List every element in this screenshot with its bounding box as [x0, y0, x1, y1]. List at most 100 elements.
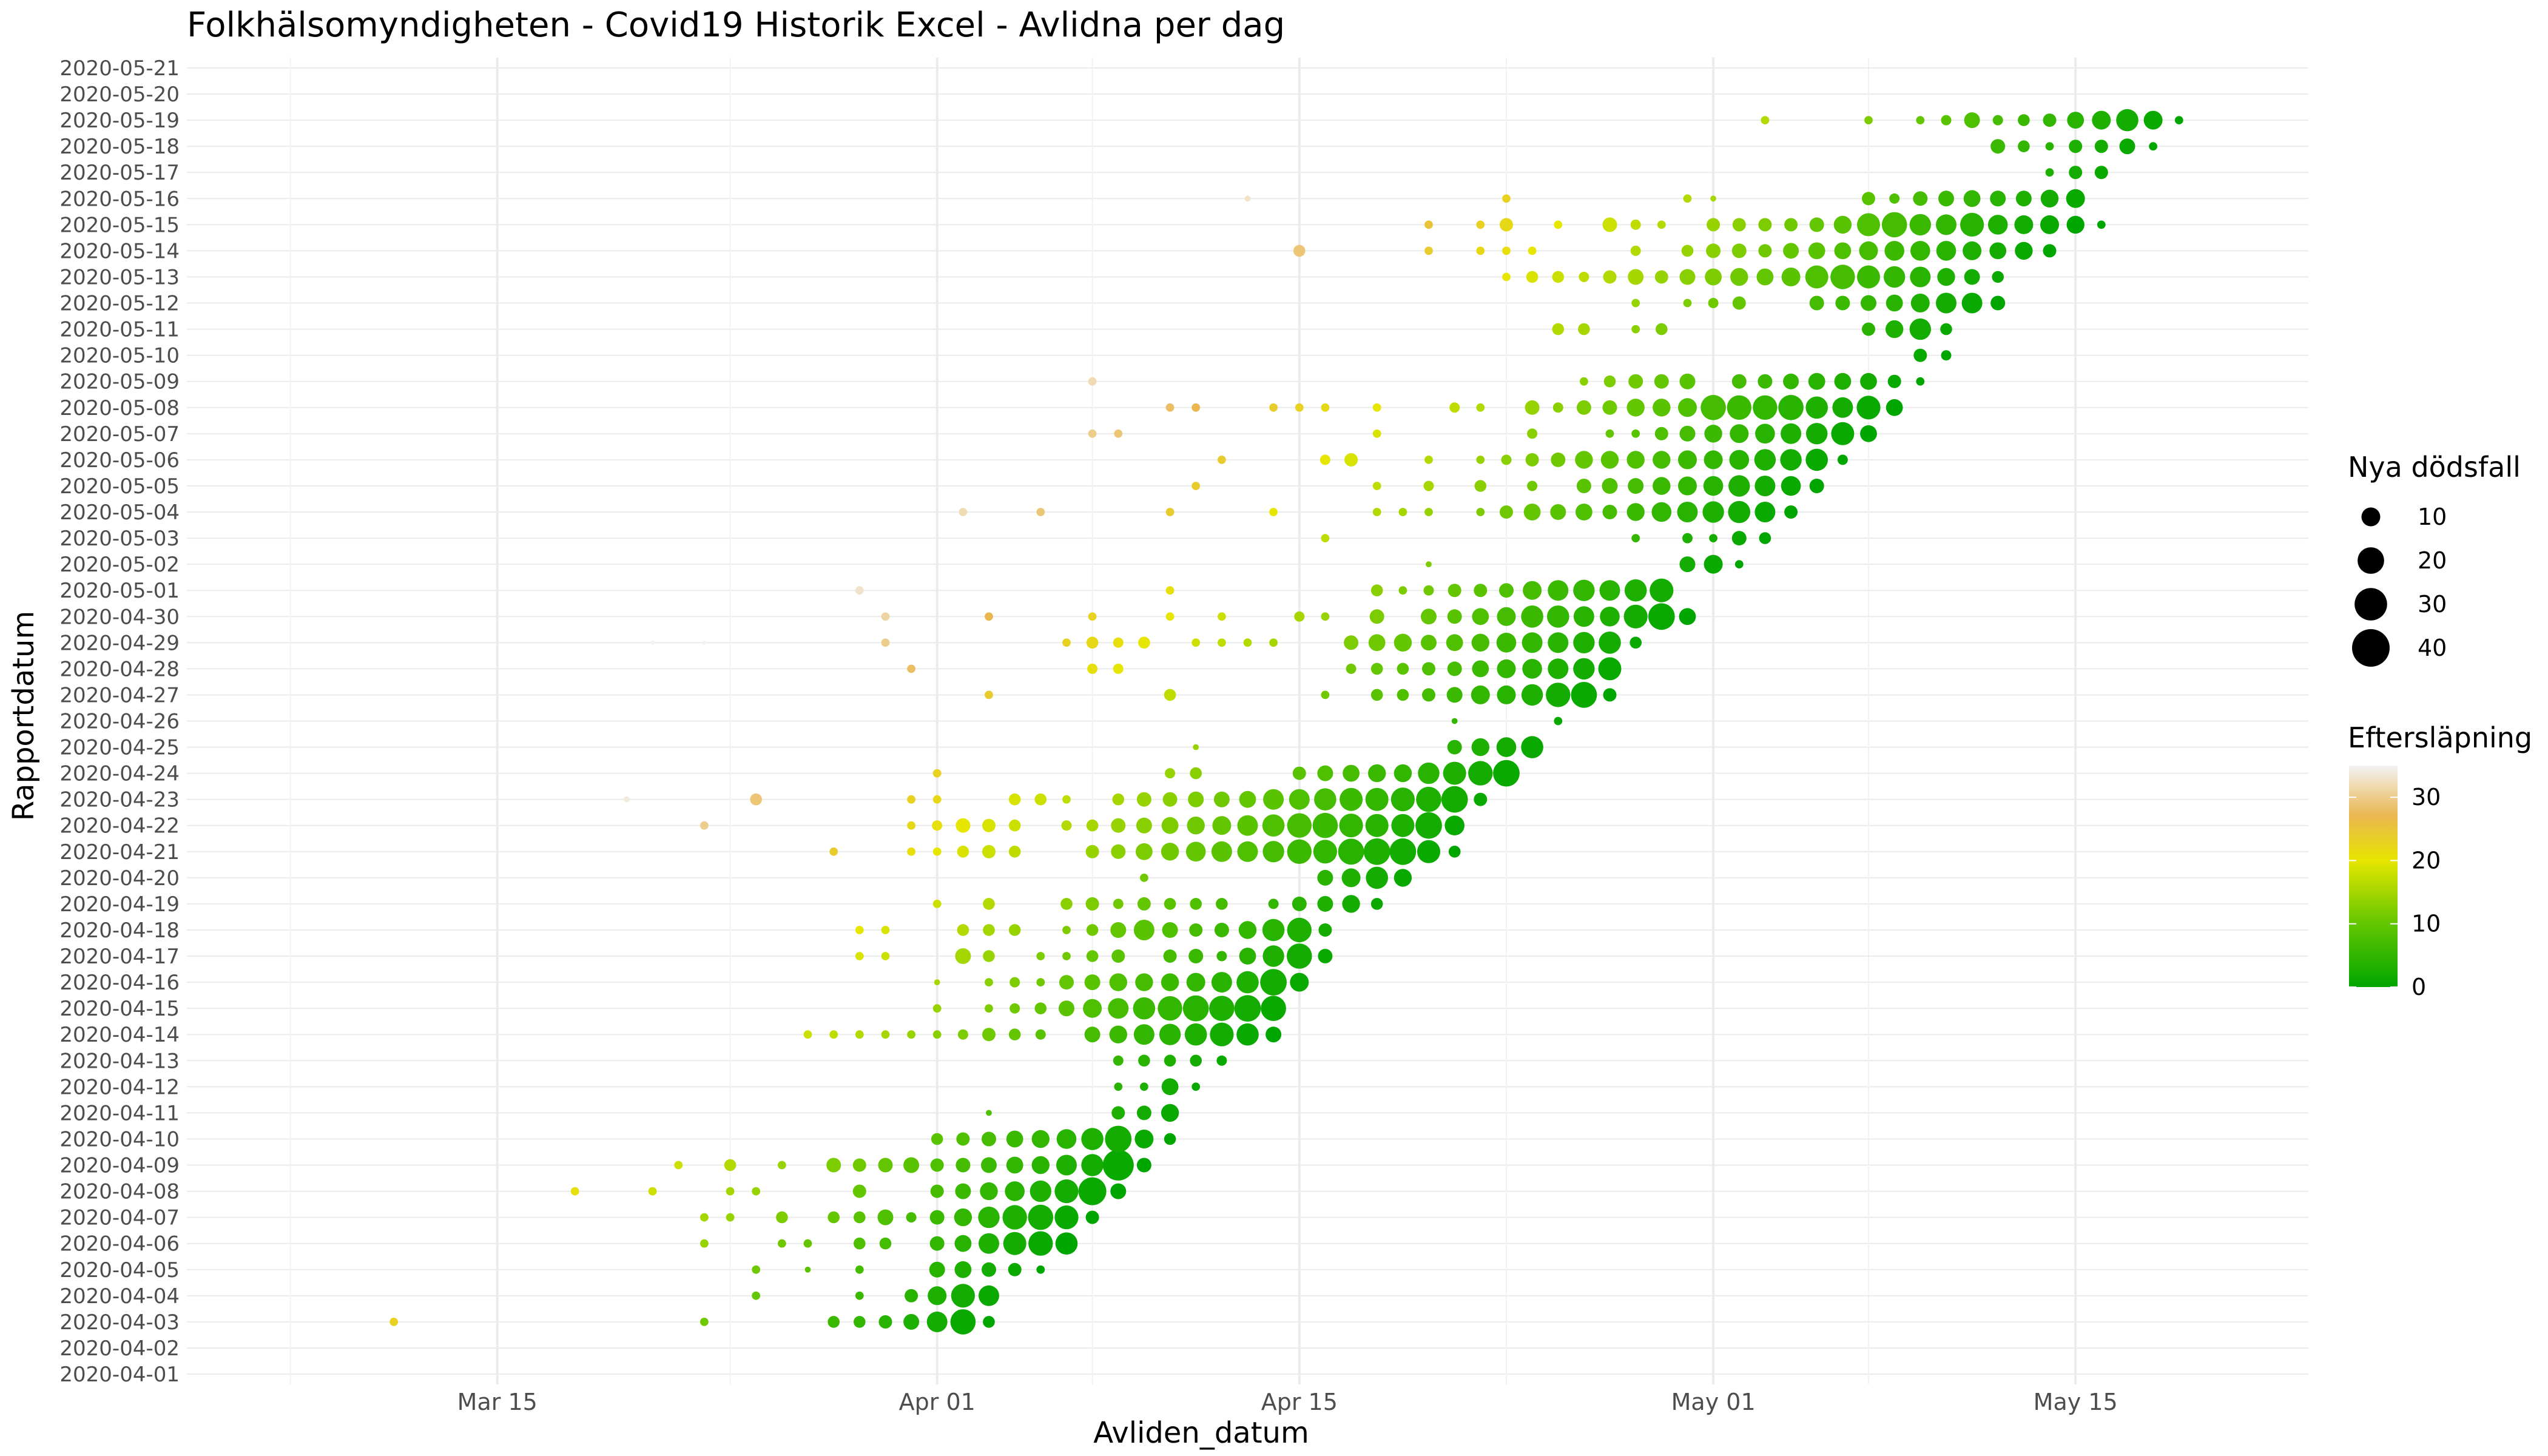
data-point: [1134, 1130, 1154, 1148]
data-point: [1417, 840, 1440, 863]
chart-title: Folkhälsomyndigheten - Covid19 Historik …: [187, 5, 1285, 45]
data-point: [855, 926, 864, 934]
data-point: [1161, 843, 1179, 861]
data-point: [1054, 1205, 1079, 1230]
data-point: [1830, 265, 1855, 289]
data-point: [881, 612, 890, 621]
data-point: [1573, 632, 1595, 654]
data-point: [1731, 531, 1747, 546]
data-point: [1344, 635, 1359, 650]
data-point: [803, 1239, 812, 1248]
data-point: [1626, 451, 1645, 469]
data-point: [2143, 110, 2163, 130]
data-point: [1546, 682, 1571, 707]
data-point: [1472, 660, 1489, 678]
data-point: [1263, 789, 1284, 810]
data-point: [1528, 246, 1537, 255]
data-point: [1135, 973, 1153, 991]
data-point: [1269, 508, 1278, 516]
data-point: [2066, 215, 2085, 234]
data-point: [1318, 923, 1332, 937]
data-point: [1707, 218, 1721, 232]
data-point: [1370, 662, 1383, 675]
data-point: [1521, 684, 1543, 706]
data-point: [700, 821, 709, 830]
data-point: [930, 1158, 944, 1172]
data-point: [1554, 716, 1563, 726]
data-point: [1576, 479, 1591, 493]
data-point: [1678, 476, 1697, 496]
data-point: [1191, 482, 1201, 490]
data-point: [1576, 504, 1592, 521]
size-legend-dot: [2358, 547, 2384, 574]
y-tick-label: 2020-04-02: [59, 1336, 180, 1361]
data-point: [1161, 1078, 1179, 1096]
data-point: [1262, 814, 1285, 837]
data-point: [1759, 532, 1771, 544]
data-point: [986, 1110, 992, 1116]
data-point: [1552, 323, 1565, 335]
data-point: [982, 844, 996, 858]
data-point: [1036, 508, 1045, 516]
data-point: [903, 1157, 920, 1173]
data-point: [1062, 926, 1071, 934]
data-point: [1114, 1082, 1123, 1091]
data-point: [1857, 265, 1880, 289]
data-point: [1631, 534, 1640, 542]
y-tick-label: 2020-04-12: [59, 1075, 180, 1099]
data-point: [1363, 838, 1390, 865]
data-point: [1653, 399, 1671, 417]
data-point: [1602, 505, 1617, 519]
data-point: [1449, 402, 1460, 413]
data-point: [979, 1233, 999, 1254]
data-point: [752, 1291, 761, 1300]
data-point: [905, 1289, 918, 1303]
data-point: [1783, 373, 1799, 389]
data-point: [1580, 377, 1588, 386]
data-point: [1317, 765, 1333, 781]
data-point: [1372, 508, 1381, 516]
data-point: [1886, 320, 1904, 339]
data-point: [1182, 995, 1209, 1022]
data-point: [1397, 689, 1409, 701]
size-legend-dot: [2352, 629, 2390, 667]
data-point: [1394, 633, 1412, 652]
data-point: [1678, 398, 1697, 417]
data-point: [1474, 584, 1488, 598]
data-point: [1237, 815, 1258, 836]
data-point: [1161, 1104, 1179, 1122]
data-point: [1165, 508, 1175, 516]
y-tick-label: 2020-05-07: [59, 422, 180, 447]
data-point: [1527, 428, 1538, 439]
data-point: [2069, 140, 2083, 153]
data-point: [1294, 611, 1305, 622]
x-tick-labels: Mar 15 Apr 01 Apr 15 May 01 May 15: [457, 1389, 2118, 1415]
data-point: [1547, 605, 1569, 628]
color-legend-bar: [2349, 766, 2398, 987]
data-point: [1189, 923, 1203, 937]
data-point: [674, 1161, 683, 1170]
data-point: [855, 1291, 864, 1300]
data-point: [1881, 212, 1907, 238]
data-point: [1293, 244, 1306, 257]
data-point: [2018, 140, 2030, 152]
data-point: [1860, 372, 1877, 390]
data-point: [1704, 554, 1723, 574]
data-point: [1448, 846, 1461, 858]
data-point: [1758, 218, 1772, 232]
data-point: [1754, 502, 1776, 522]
data-point: [1424, 246, 1433, 255]
data-point: [1081, 1128, 1104, 1150]
data-point: [1732, 296, 1746, 310]
data-point: [1035, 1029, 1046, 1040]
data-point: [1188, 949, 1204, 963]
data-point: [1940, 323, 1952, 335]
data-point: [1136, 1158, 1151, 1173]
data-point: [1398, 586, 1407, 595]
data-point: [1006, 1130, 1023, 1148]
data-point: [1731, 243, 1747, 258]
data-point: [1005, 1181, 1025, 1201]
data-point: [1317, 869, 1333, 886]
size-legend-label: 20: [2418, 547, 2447, 574]
data-point: [1576, 400, 1591, 415]
